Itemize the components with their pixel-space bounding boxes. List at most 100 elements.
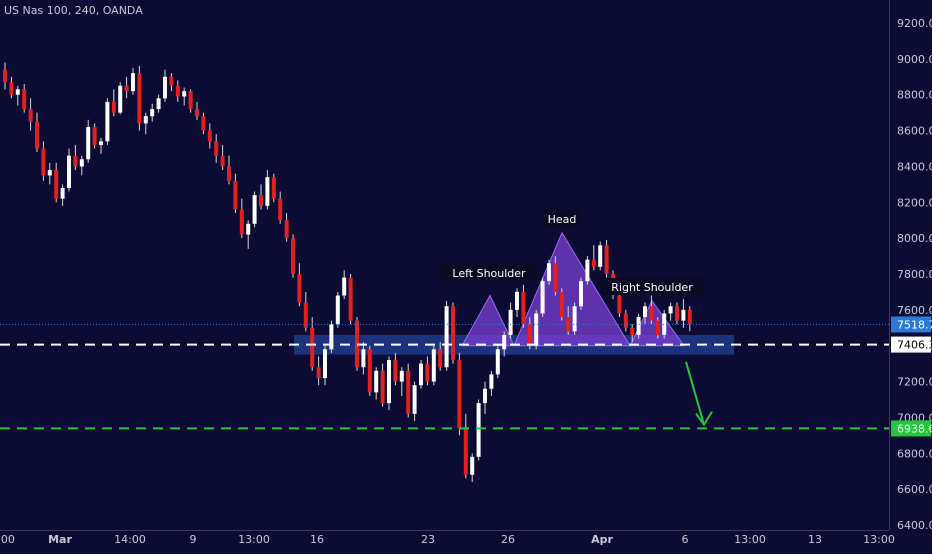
candle-body[interactable] bbox=[636, 317, 641, 335]
candle-body[interactable] bbox=[335, 295, 340, 325]
candle-body[interactable] bbox=[9, 82, 14, 95]
candle-body[interactable] bbox=[111, 101, 116, 113]
candle-body[interactable] bbox=[572, 306, 577, 332]
candle-body[interactable] bbox=[649, 306, 654, 321]
candle-body[interactable] bbox=[483, 388, 487, 404]
candle-body[interactable] bbox=[252, 195, 257, 224]
candle-body[interactable] bbox=[470, 456, 475, 475]
candle-body[interactable] bbox=[207, 130, 212, 142]
candle-body[interactable] bbox=[508, 309, 513, 335]
candle-body[interactable] bbox=[668, 306, 673, 314]
candle-body[interactable] bbox=[604, 245, 609, 274]
candle-body[interactable] bbox=[15, 89, 20, 95]
candle-body[interactable] bbox=[547, 263, 551, 282]
candle-body[interactable] bbox=[579, 281, 583, 307]
candle-body[interactable] bbox=[201, 116, 206, 131]
candle-body[interactable] bbox=[380, 370, 385, 404]
candle-body[interactable] bbox=[367, 349, 372, 393]
candle-body[interactable] bbox=[617, 295, 622, 314]
candle-body[interactable] bbox=[163, 76, 167, 99]
candle-body[interactable] bbox=[316, 367, 321, 378]
candle-body[interactable] bbox=[534, 313, 539, 346]
candle-body[interactable] bbox=[118, 85, 123, 113]
candle-body[interactable] bbox=[239, 209, 244, 235]
candle-body[interactable] bbox=[28, 109, 33, 122]
candle-body[interactable] bbox=[431, 349, 436, 382]
candle-body[interactable] bbox=[303, 302, 308, 328]
candle-body[interactable] bbox=[137, 73, 142, 124]
candle-body[interactable] bbox=[598, 245, 603, 267]
candle-body[interactable] bbox=[463, 428, 468, 475]
left-shoulder-label[interactable]: Left Shoulder bbox=[441, 264, 537, 281]
candle-body[interactable] bbox=[630, 327, 635, 335]
candle-body[interactable] bbox=[284, 220, 289, 239]
candle-body[interactable] bbox=[361, 349, 366, 368]
candle-body[interactable] bbox=[406, 370, 411, 414]
candle-body[interactable] bbox=[323, 349, 327, 378]
candle-body[interactable] bbox=[393, 360, 398, 382]
candle-body[interactable] bbox=[687, 309, 692, 325]
head-label[interactable]: Head bbox=[543, 210, 581, 227]
candle-body[interactable] bbox=[143, 116, 148, 124]
candle-body[interactable] bbox=[22, 89, 27, 110]
candle-body[interactable] bbox=[425, 363, 430, 382]
candle-body[interactable] bbox=[227, 166, 231, 181]
candle-body[interactable] bbox=[150, 109, 155, 117]
candle-body[interactable] bbox=[124, 85, 129, 92]
candle-body[interactable] bbox=[515, 291, 519, 310]
candle-body[interactable] bbox=[73, 155, 78, 167]
candle-body[interactable] bbox=[476, 403, 481, 457]
candle-body[interactable] bbox=[329, 324, 334, 350]
candle-body[interactable] bbox=[265, 177, 270, 206]
candle-body[interactable] bbox=[585, 259, 590, 282]
price-axis[interactable]: 9200.0 9000.0 8800.0 8600.0 8400.0 8200.0 8000… bbox=[891, 17, 932, 532]
candle-body[interactable] bbox=[182, 91, 187, 97]
candle-body[interactable] bbox=[156, 98, 161, 110]
candle-body[interactable] bbox=[662, 313, 667, 335]
candle-body[interactable] bbox=[527, 324, 532, 346]
candle-body[interactable] bbox=[553, 263, 558, 292]
candle-body[interactable] bbox=[79, 159, 84, 167]
candle-body[interactable] bbox=[521, 291, 526, 325]
candle-body[interactable] bbox=[233, 180, 238, 210]
target-arrow[interactable] bbox=[685, 361, 705, 425]
candle-body[interactable] bbox=[591, 259, 596, 267]
candle-body[interactable] bbox=[131, 73, 135, 92]
candle-body[interactable] bbox=[444, 306, 449, 368]
candle-body[interactable] bbox=[41, 148, 46, 176]
candle-body[interactable] bbox=[451, 306, 455, 361]
candle-body[interactable] bbox=[348, 277, 353, 321]
candle-body[interactable] bbox=[387, 360, 391, 404]
candle-body[interactable] bbox=[99, 141, 103, 145]
candle-body[interactable] bbox=[342, 277, 347, 296]
candle-body[interactable] bbox=[559, 291, 564, 318]
candle-body[interactable] bbox=[297, 274, 302, 303]
candle-body[interactable] bbox=[259, 195, 263, 206]
candle-body[interactable] bbox=[681, 309, 686, 321]
candle-body[interactable] bbox=[291, 238, 295, 274]
candle-body[interactable] bbox=[175, 85, 180, 97]
candle-body[interactable] bbox=[169, 76, 174, 86]
candle-body[interactable] bbox=[86, 126, 91, 160]
candle-body[interactable] bbox=[655, 320, 660, 335]
candle-body[interactable] bbox=[412, 385, 417, 414]
candle-body[interactable] bbox=[54, 170, 59, 199]
candle-body[interactable] bbox=[566, 317, 571, 332]
candle-body[interactable] bbox=[399, 370, 404, 382]
candle-body[interactable] bbox=[495, 349, 500, 375]
candle-body[interactable] bbox=[220, 155, 225, 167]
candle-body[interactable] bbox=[214, 141, 219, 156]
candle-body[interactable] bbox=[47, 170, 52, 176]
candle-body[interactable] bbox=[92, 126, 97, 145]
candle-body[interactable] bbox=[310, 327, 315, 368]
candle-body[interactable] bbox=[67, 155, 71, 188]
candle-body[interactable] bbox=[457, 360, 462, 429]
candle-body[interactable] bbox=[271, 177, 276, 199]
candle-body[interactable] bbox=[3, 69, 7, 83]
candle-body[interactable] bbox=[419, 363, 423, 386]
time-axis[interactable]: :00 Mar 14:00 9 13:00 16 23 26 Apr 6 13:00 13 13:00 bbox=[0, 533, 895, 546]
candle-body[interactable] bbox=[643, 306, 647, 318]
candle-body[interactable] bbox=[374, 370, 379, 393]
candle-body[interactable] bbox=[60, 187, 65, 199]
